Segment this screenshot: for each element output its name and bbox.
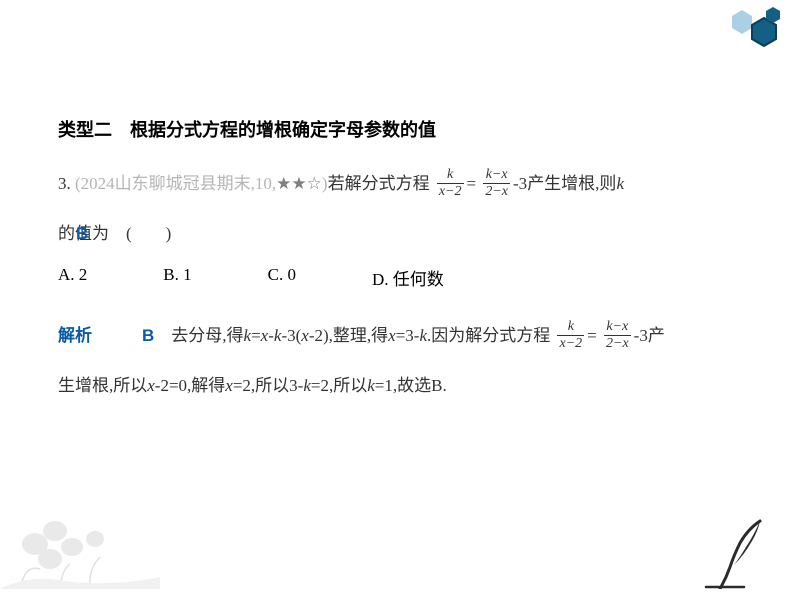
option-b: B. 1 [163, 265, 191, 290]
sol-minus3: -3 [634, 326, 648, 345]
s-eq2d: =2,所以3- [233, 376, 304, 395]
option-c: C. 0 [268, 265, 296, 290]
options-row: A. 2 B. 1 C. 0 D. 任何数 [58, 265, 736, 290]
s-x2: x [301, 326, 309, 345]
s-x3: x [388, 326, 396, 345]
s-x4: x [147, 376, 155, 395]
s-eq1j: =3- [396, 326, 420, 345]
question-line1: 3. (2024山东聊城冠县期末,10,★★☆)若解分式方程 kx−2= k−x… [58, 166, 736, 202]
fraction-1: kx−2 [437, 168, 464, 199]
sfrac2d: 2−x [604, 335, 631, 351]
section-heading: 类型二 根据分式方程的增根确定字母参数的值 [58, 116, 736, 142]
sol-eq: = [587, 326, 597, 345]
sol-t3: 生增根,所以 [58, 376, 147, 395]
solution-line1: 解析B 去分母,得k=x-k-3(x-2),整理,得x=3-k.因为解分式方程 … [58, 318, 736, 354]
s-x5: x [225, 376, 233, 395]
s-k3: k [419, 326, 427, 345]
frac1-den: x−2 [437, 183, 464, 199]
sol-frac1: kx−2 [557, 320, 584, 351]
frac1-num: k [437, 168, 464, 183]
frac2-den: 2−x [483, 183, 510, 199]
s-eq2f: =2,所以 [311, 376, 367, 395]
equals: = [467, 174, 477, 193]
hexagon-decoration [724, 4, 784, 59]
s-eq1h: -2),整理,得 [309, 326, 388, 345]
minus3: -3 [513, 174, 527, 193]
choice-paren: 的值为 ( ) B [58, 216, 171, 252]
s-eq1b: = [251, 326, 261, 345]
s-k4: k [303, 376, 311, 395]
sol-frac2: k−x2−x [604, 320, 631, 351]
question-source: (2024山东聊城冠县期末,10, [75, 174, 276, 193]
frac2-num: k−x [483, 168, 510, 183]
s-k5: k [367, 376, 375, 395]
sfrac2n: k−x [604, 320, 631, 335]
content-area: 类型二 根据分式方程的增根确定字母参数的值 3. (2024山东聊城冠县期末,1… [58, 116, 736, 418]
s-eq1f: -3( [281, 326, 301, 345]
option-a: A. 2 [58, 265, 87, 290]
s-eq2b: -2=0,解得 [155, 376, 226, 395]
answer-letter: B [76, 216, 88, 252]
quill-decoration [700, 515, 774, 594]
solution-label: 解析 [58, 326, 92, 345]
solution-answer: B [142, 326, 154, 345]
option-d: D. 任何数 [372, 265, 444, 290]
s-k1: k [244, 326, 252, 345]
q-text2: 产生增根,则 [527, 174, 616, 193]
solution-line2: 生增根,所以x-2=0,解得x=2,所以3-k=2,所以k=1,故选B. [58, 368, 736, 404]
sfrac1n: k [557, 320, 584, 335]
fraction-2: k−x2−x [483, 168, 510, 199]
s-eq1l: .因为解分式方程 [427, 326, 550, 345]
question-number: 3. [58, 174, 71, 193]
sol-t2: 产 [648, 326, 665, 345]
difficulty-stars: ★★☆ [276, 174, 322, 193]
q-text1: 若解分式方程 [328, 174, 430, 193]
flower-decoration [0, 469, 160, 594]
sol-t1: 去分母,得 [154, 326, 243, 345]
question-line2: 的值为 ( ) B [58, 216, 736, 252]
q-text3: 的值为 ( ) [58, 224, 171, 243]
k-var: k [616, 174, 624, 193]
s-eq2h: =1,故选B. [375, 376, 447, 395]
sfrac1d: x−2 [557, 335, 584, 351]
